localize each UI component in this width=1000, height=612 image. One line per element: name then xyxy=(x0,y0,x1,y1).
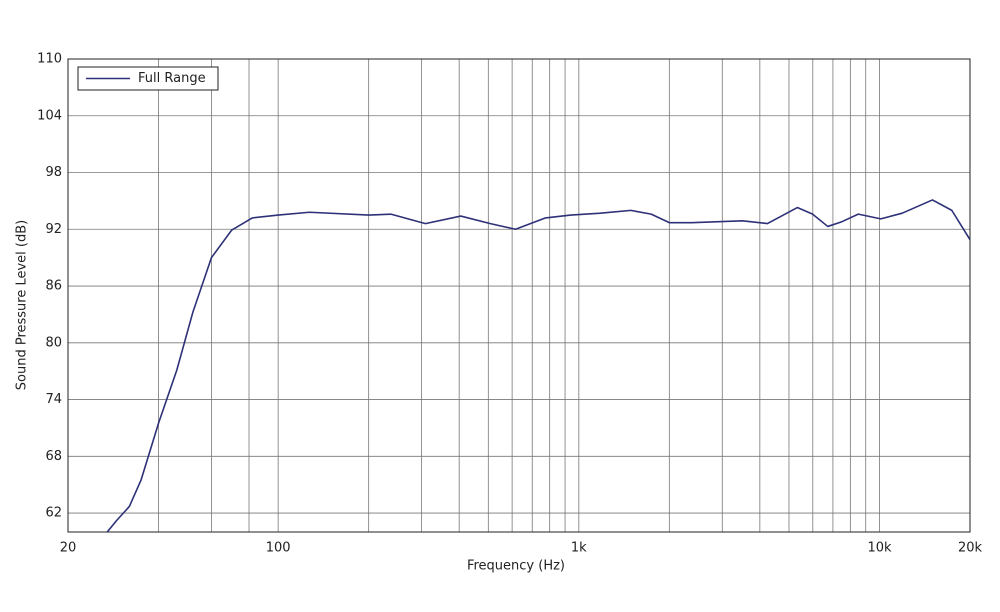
x-tick-label: 20k xyxy=(958,541,983,556)
y-tick-label: 110 xyxy=(37,52,62,67)
y-tick-label: 62 xyxy=(45,506,62,521)
legend-box xyxy=(77,66,219,91)
y-tick-label: 86 xyxy=(45,279,62,294)
y-tick-label: 80 xyxy=(45,335,62,350)
x-tick-label: 1k xyxy=(571,541,587,556)
x-tick-label: 100 xyxy=(266,541,291,556)
y-tick-label: 104 xyxy=(37,108,62,123)
plot-border xyxy=(67,58,971,533)
x-tick-label: 10k xyxy=(867,541,892,556)
y-tick-label: 98 xyxy=(45,165,62,180)
x-tick-label: 20 xyxy=(60,541,77,556)
data-line xyxy=(106,199,970,532)
y-axis-label: Sound Pressure Level (dB) xyxy=(15,220,30,390)
legend-label: Full Range xyxy=(138,71,206,86)
y-tick-label: 74 xyxy=(45,392,62,407)
x-axis-label: Frequency (Hz) xyxy=(467,559,565,574)
y-tick-label: 92 xyxy=(45,222,62,237)
y-tick-label: 68 xyxy=(45,449,62,464)
